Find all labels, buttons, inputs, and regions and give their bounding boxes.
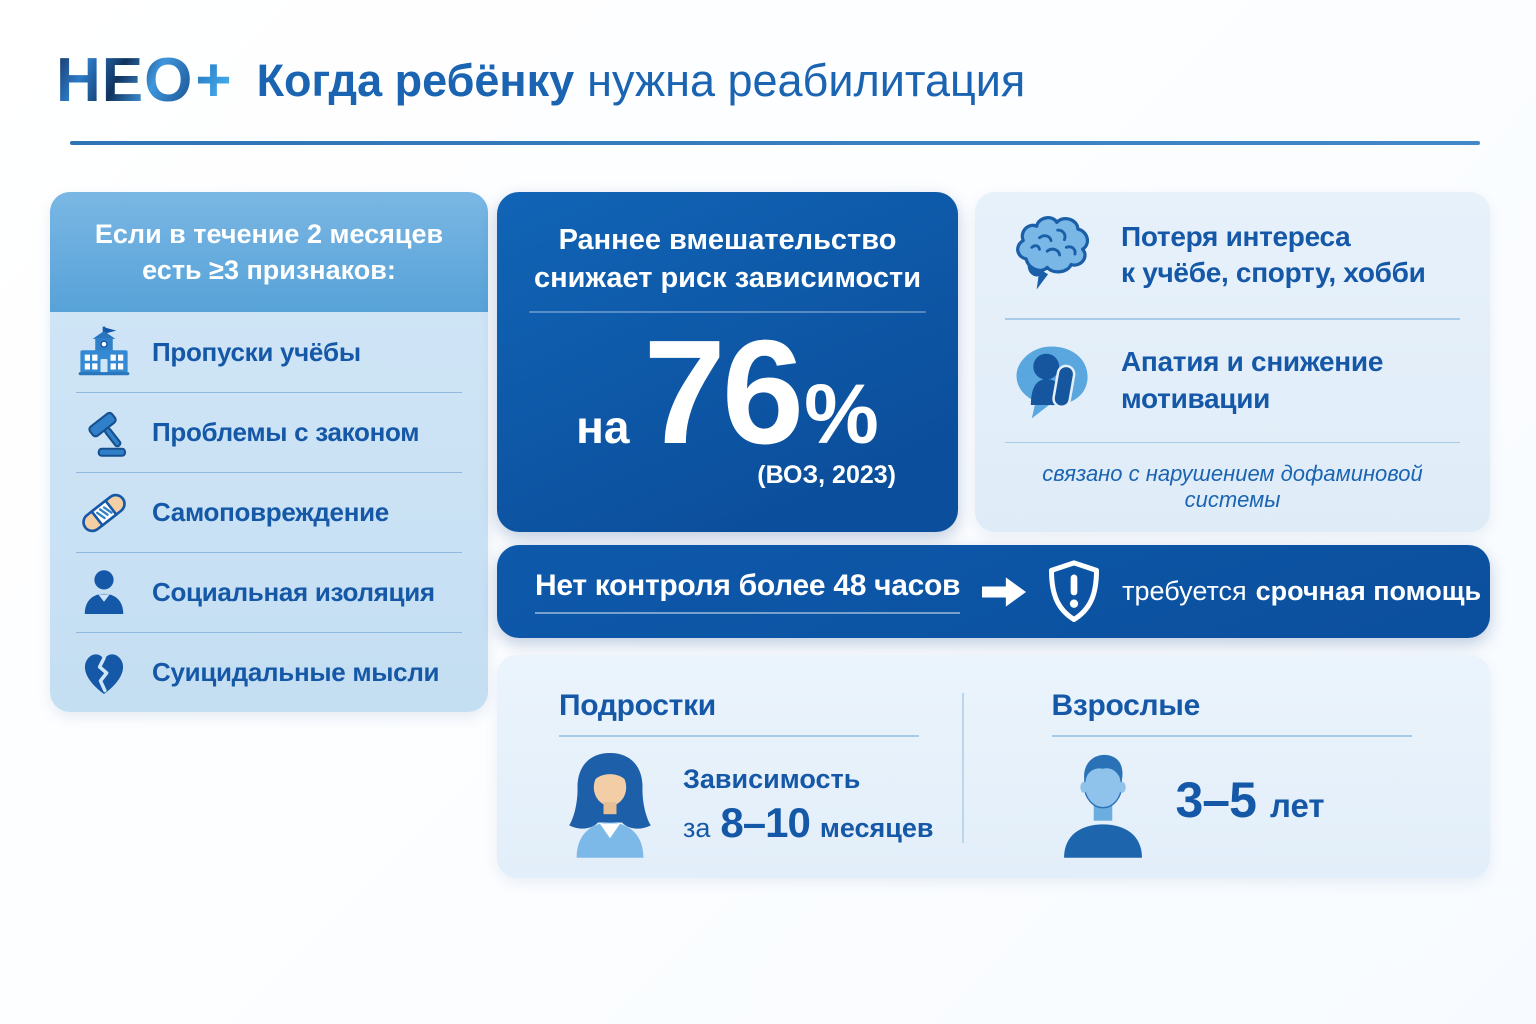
criteria-list: Пропуски учёбы Проблемы с законом xyxy=(50,312,488,712)
bandage-icon xyxy=(82,493,126,532)
header: НЕО + Когда ребёнку нужна реабилитация xyxy=(56,50,1025,112)
alert-action: требуется срочная помощь xyxy=(1122,576,1481,607)
symptoms-panel: Потеря интереса к учёбе, спорту, хобби А… xyxy=(975,192,1490,532)
criteria-item-label: Социальная изоляция xyxy=(152,577,435,607)
criteria-panel: Если в течение 2 месяцев есть ≥3 признак… xyxy=(50,192,488,712)
person-icon xyxy=(84,569,124,614)
brain-icon xyxy=(1016,216,1090,290)
teens-prefix: за xyxy=(683,813,711,843)
teen-girl-avatar xyxy=(569,753,651,858)
criteria-panel-heading: Если в течение 2 месяцев есть ≥3 признак… xyxy=(50,192,488,312)
timeline-divider xyxy=(962,693,964,843)
teens-heading: Подростки xyxy=(559,689,716,722)
adult-man-avatar xyxy=(1063,754,1142,858)
list-item: Суицидальные мысли xyxy=(76,632,462,712)
criteria-item-label: Проблемы с законом xyxy=(152,417,420,447)
teens-line2: за 8–10 месяцев xyxy=(683,799,933,847)
gavel-icon xyxy=(88,411,127,457)
percent-sign: % xyxy=(804,367,879,462)
shield-exclamation-icon xyxy=(1049,559,1100,622)
criteria-item-label: Суицидальные мысли xyxy=(152,657,440,687)
arrow-right-icon xyxy=(982,576,1027,607)
list-item: Самоповреждение xyxy=(76,472,462,552)
alert-condition: Нет контроля более 48 часов xyxy=(535,569,960,614)
adults-row: 3–5 лет xyxy=(1052,745,1491,863)
stat-value: на 76 % xyxy=(497,310,958,476)
list-item: Проблемы с законом xyxy=(76,392,462,472)
criteria-item-label: Самоповреждение xyxy=(152,497,389,527)
symptom-label-line1: Потеря интереса xyxy=(1121,220,1351,252)
symptoms-note: связано с нарушением дофаминовой системы xyxy=(1042,461,1423,512)
teens-section: Подростки Зависимость за 8–10 месяце xyxy=(497,655,994,878)
adults-section: Взрослые 3–5 лет xyxy=(994,655,1491,878)
list-item: Потеря интереса к учёбе, спорту, хобби xyxy=(1005,192,1460,318)
stat-title: Раннее вмешательство снижает риск зависи… xyxy=(497,222,958,297)
symptoms-divider xyxy=(1005,318,1460,320)
adults-duration-unit: лет xyxy=(1269,787,1325,824)
symptom-label: Апатия и снижение мотивации xyxy=(1121,344,1383,417)
stat-source: (ВОЗ, 2023) xyxy=(757,460,896,489)
page-title: Когда ребёнку нужна реабилитация xyxy=(257,55,1026,107)
symptom-label-line1: Апатия и снижение xyxy=(1121,346,1384,378)
alert-banner: Нет контроля более 48 часов требуется ср… xyxy=(497,545,1490,638)
stat-value-prefix: на xyxy=(576,401,630,454)
timeline-panel: Подростки Зависимость за 8–10 месяце xyxy=(497,655,1490,878)
school-icon xyxy=(78,326,130,376)
criteria-heading-line1: Если в течение 2 месяцев xyxy=(94,218,444,249)
teens-row: Зависимость за 8–10 месяцев xyxy=(559,745,994,863)
teens-duration-value: 8–10 xyxy=(720,799,810,846)
stat-value-number: 76 xyxy=(643,310,805,476)
symptom-label-line2: мотивации xyxy=(1121,382,1271,414)
criteria-item-label: Пропуски учёбы xyxy=(152,336,361,367)
logo-text: НЕО xyxy=(56,46,194,115)
teens-duration-unit: месяцев xyxy=(819,813,934,843)
adults-heading: Взрослые xyxy=(1051,689,1201,722)
teens-underline xyxy=(559,735,919,737)
symptom-label-line2: к учёбе, спорту, хобби xyxy=(1121,257,1426,288)
symptoms-divider xyxy=(1005,441,1460,443)
stat-title-line2: снижает риск зависимости xyxy=(533,261,922,294)
list-item: Апатия и снижение мотивации xyxy=(1005,320,1460,442)
logo-plus-icon: + xyxy=(195,46,233,115)
page-title-bold: Когда ребёнку xyxy=(256,55,575,106)
neo-plus-logo: НЕО + xyxy=(56,50,233,112)
header-divider xyxy=(70,141,1480,145)
list-item: Пропуски учёбы xyxy=(76,312,462,392)
page-title-regular: нужна реабилитация xyxy=(587,55,1026,106)
stat-title-line1: Раннее вмешательство xyxy=(558,224,897,256)
stat-divider xyxy=(529,311,926,314)
symptom-label: Потеря интереса к учёбе, спорту, хобби xyxy=(1121,219,1426,292)
stat-panel: Раннее вмешательство снижает риск зависи… xyxy=(497,192,958,532)
list-item: Социальная изоляция xyxy=(76,552,462,632)
alert-action-regular: требуется xyxy=(1122,576,1247,606)
adults-duration-value: 3–5 xyxy=(1175,772,1257,828)
teens-text: Зависимость за 8–10 месяцев xyxy=(683,764,933,863)
teens-line1: Зависимость xyxy=(683,764,861,794)
adults-underline xyxy=(1051,735,1412,737)
apathy-icon xyxy=(1016,346,1088,418)
adults-text: 3–5 лет xyxy=(1176,771,1325,863)
broken-heart-icon xyxy=(84,653,124,694)
alert-action-bold: срочная помощь xyxy=(1255,576,1482,606)
criteria-heading-line2: есть ≥3 признаков: xyxy=(142,255,396,285)
